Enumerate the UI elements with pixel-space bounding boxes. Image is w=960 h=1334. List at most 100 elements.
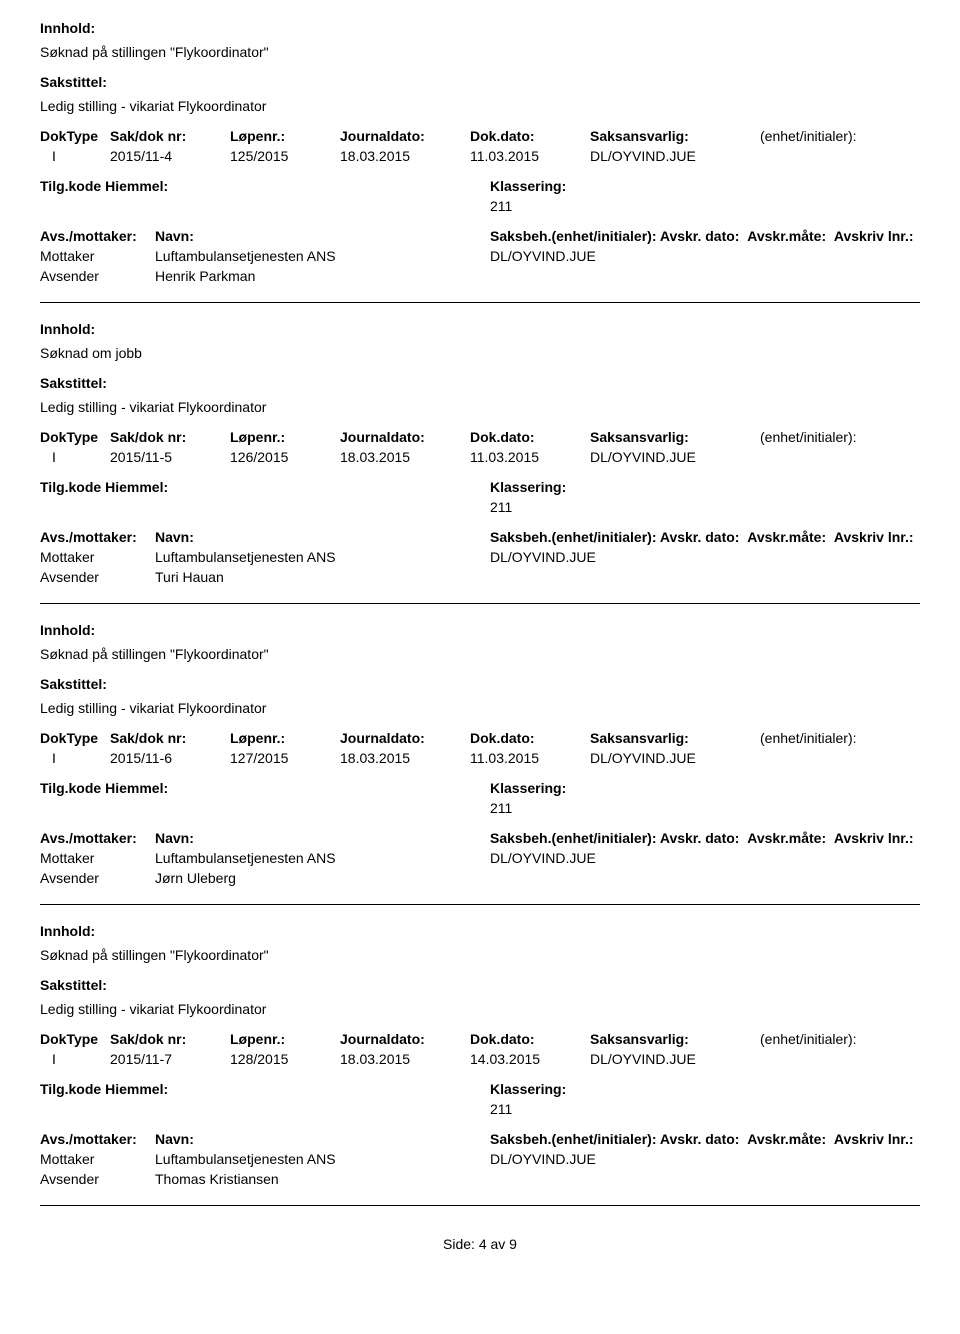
mottaker-navn: Luftambulansetjenesten ANS xyxy=(155,1151,490,1167)
doktype-value: I xyxy=(40,1051,110,1067)
mottaker-row: Mottaker Luftambulansetjenesten ANS DL/O… xyxy=(40,850,920,866)
saksbeh-header: Saksbeh.(enhet/initialer): Avskr. dato: … xyxy=(490,529,950,545)
doc-data-row: I 2015/11-5 126/2015 18.03.2015 11.03.20… xyxy=(40,449,920,465)
enhet-label: (enhet/initialer): xyxy=(760,1031,900,1047)
dokdato-label: Dok.dato: xyxy=(470,730,590,746)
mottaker-row: Mottaker Luftambulansetjenesten ANS DL/O… xyxy=(40,549,920,565)
enhet-value xyxy=(760,148,900,164)
mottaker-label: Mottaker xyxy=(40,549,155,565)
page-footer: Side: 4 av 9 xyxy=(40,1236,920,1252)
sakstittel-value: Ledig stilling - vikariat Flykoordinator xyxy=(40,700,920,716)
records-container: Innhold: Søknad på stillingen "Flykoordi… xyxy=(40,20,920,1206)
dokdato-value: 14.03.2015 xyxy=(470,1051,590,1067)
dokdato-value: 11.03.2015 xyxy=(470,449,590,465)
mottaker-navn: Luftambulansetjenesten ANS xyxy=(155,549,490,565)
dokdato-label: Dok.dato: xyxy=(470,1031,590,1047)
klass-value-row: 211 xyxy=(40,1097,920,1131)
mottaker-row: Mottaker Luftambulansetjenesten ANS DL/O… xyxy=(40,248,920,264)
lopenr-value: 126/2015 xyxy=(230,449,340,465)
saksansvarlig-label: Saksansvarlig: xyxy=(590,730,760,746)
avsender-label: Avsender xyxy=(40,268,155,284)
enhet-label: (enhet/initialer): xyxy=(760,128,900,144)
sakstittel-value: Ledig stilling - vikariat Flykoordinator xyxy=(40,1001,920,1017)
navn-label: Navn: xyxy=(155,529,490,545)
dokdato-label: Dok.dato: xyxy=(470,429,590,445)
innhold-value: Søknad på stillingen "Flykoordinator" xyxy=(40,44,920,60)
mottaker-label: Mottaker xyxy=(40,850,155,866)
sakstittel-label: Sakstittel: xyxy=(40,977,920,993)
saksansvarlig-value: DL/OYVIND.JUE xyxy=(590,449,760,465)
doktype-value: I xyxy=(40,750,110,766)
saksbeh-header: Saksbeh.(enhet/initialer): Avskr. dato: … xyxy=(490,830,950,846)
klass-row: Tilg.kode Hiemmel: Klassering: xyxy=(40,780,920,796)
mottaker-navn: Luftambulansetjenesten ANS xyxy=(155,248,490,264)
tilg-hjemmel-label: Tilg.kode Hiemmel: xyxy=(40,178,490,194)
klassering-value: 211 xyxy=(490,800,950,816)
klass-row: Tilg.kode Hiemmel: Klassering: xyxy=(40,1081,920,1097)
sakdoknr-label: Sak/dok nr: xyxy=(110,1031,230,1047)
party-header-row: Avs./mottaker: Navn: Saksbeh.(enhet/init… xyxy=(40,830,920,846)
saksansvarlig-label: Saksansvarlig: xyxy=(590,1031,760,1047)
saksbeh-header: Saksbeh.(enhet/initialer): Avskr. dato: … xyxy=(490,1131,950,1147)
innhold-value: Søknad på stillingen "Flykoordinator" xyxy=(40,646,920,662)
lopenr-label: Løpenr.: xyxy=(230,1031,340,1047)
sakstittel-value: Ledig stilling - vikariat Flykoordinator xyxy=(40,98,920,114)
doktype-label: DokType xyxy=(40,730,110,746)
mottaker-label: Mottaker xyxy=(40,1151,155,1167)
doktype-label: DokType xyxy=(40,1031,110,1047)
sakstittel-label: Sakstittel: xyxy=(40,375,920,391)
doktype-value: I xyxy=(40,148,110,164)
doc-data-row: I 2015/11-7 128/2015 18.03.2015 14.03.20… xyxy=(40,1051,920,1067)
innhold-value: Søknad om jobb xyxy=(40,345,920,361)
avsmottaker-label: Avs./mottaker: xyxy=(40,830,155,846)
avsender-navn: Turi Hauan xyxy=(155,569,490,585)
doc-header-row: DokType Sak/dok nr: Løpenr.: Journaldato… xyxy=(40,1031,920,1047)
journaldato-label: Journaldato: xyxy=(340,730,470,746)
mottaker-row: Mottaker Luftambulansetjenesten ANS DL/O… xyxy=(40,1151,920,1167)
record: Innhold: Søknad om jobb Sakstittel: Ledi… xyxy=(40,321,920,585)
enhet-label: (enhet/initialer): xyxy=(760,730,900,746)
enhet-value xyxy=(760,750,900,766)
doc-header-row: DokType Sak/dok nr: Løpenr.: Journaldato… xyxy=(40,429,920,445)
journaldato-value: 18.03.2015 xyxy=(340,148,470,164)
dokdato-label: Dok.dato: xyxy=(470,128,590,144)
sakstittel-value: Ledig stilling - vikariat Flykoordinator xyxy=(40,399,920,415)
sakdoknr-value: 2015/11-5 xyxy=(110,449,230,465)
saksansvarlig-value: DL/OYVIND.JUE xyxy=(590,148,760,164)
avsender-row: Avsender Turi Hauan xyxy=(40,569,920,585)
saksbeh-value: DL/OYVIND.JUE xyxy=(490,549,950,565)
klassering-value: 211 xyxy=(490,1101,950,1117)
journaldato-label: Journaldato: xyxy=(340,429,470,445)
tilg-hjemmel-label: Tilg.kode Hiemmel: xyxy=(40,1081,490,1097)
saksansvarlig-value: DL/OYVIND.JUE xyxy=(590,750,760,766)
enhet-label: (enhet/initialer): xyxy=(760,429,900,445)
klass-row: Tilg.kode Hiemmel: Klassering: xyxy=(40,178,920,194)
enhet-value xyxy=(760,1051,900,1067)
innhold-value: Søknad på stillingen "Flykoordinator" xyxy=(40,947,920,963)
avsender-row: Avsender Jørn Uleberg xyxy=(40,870,920,886)
saksbeh-value: DL/OYVIND.JUE xyxy=(490,248,950,264)
tilg-hjemmel-label: Tilg.kode Hiemmel: xyxy=(40,780,490,796)
doktype-label: DokType xyxy=(40,128,110,144)
saksansvarlig-label: Saksansvarlig: xyxy=(590,429,760,445)
klassering-label: Klassering: xyxy=(490,1081,950,1097)
sakdoknr-value: 2015/11-7 xyxy=(110,1051,230,1067)
record: Innhold: Søknad på stillingen "Flykoordi… xyxy=(40,622,920,886)
saksbeh-header: Saksbeh.(enhet/initialer): Avskr. dato: … xyxy=(490,228,950,244)
doc-header-row: DokType Sak/dok nr: Løpenr.: Journaldato… xyxy=(40,730,920,746)
record: Innhold: Søknad på stillingen "Flykoordi… xyxy=(40,20,920,284)
doc-header-row: DokType Sak/dok nr: Løpenr.: Journaldato… xyxy=(40,128,920,144)
innhold-label: Innhold: xyxy=(40,622,920,638)
klassering-value: 211 xyxy=(490,499,950,515)
dokdato-value: 11.03.2015 xyxy=(470,750,590,766)
saksbeh-value: DL/OYVIND.JUE xyxy=(490,1151,950,1167)
lopenr-label: Løpenr.: xyxy=(230,730,340,746)
avsender-label: Avsender xyxy=(40,1171,155,1187)
navn-label: Navn: xyxy=(155,228,490,244)
sakdoknr-label: Sak/dok nr: xyxy=(110,128,230,144)
navn-label: Navn: xyxy=(155,830,490,846)
tilg-hjemmel-label: Tilg.kode Hiemmel: xyxy=(40,479,490,495)
doktype-label: DokType xyxy=(40,429,110,445)
klass-value-row: 211 xyxy=(40,194,920,228)
avsender-navn: Jørn Uleberg xyxy=(155,870,490,886)
